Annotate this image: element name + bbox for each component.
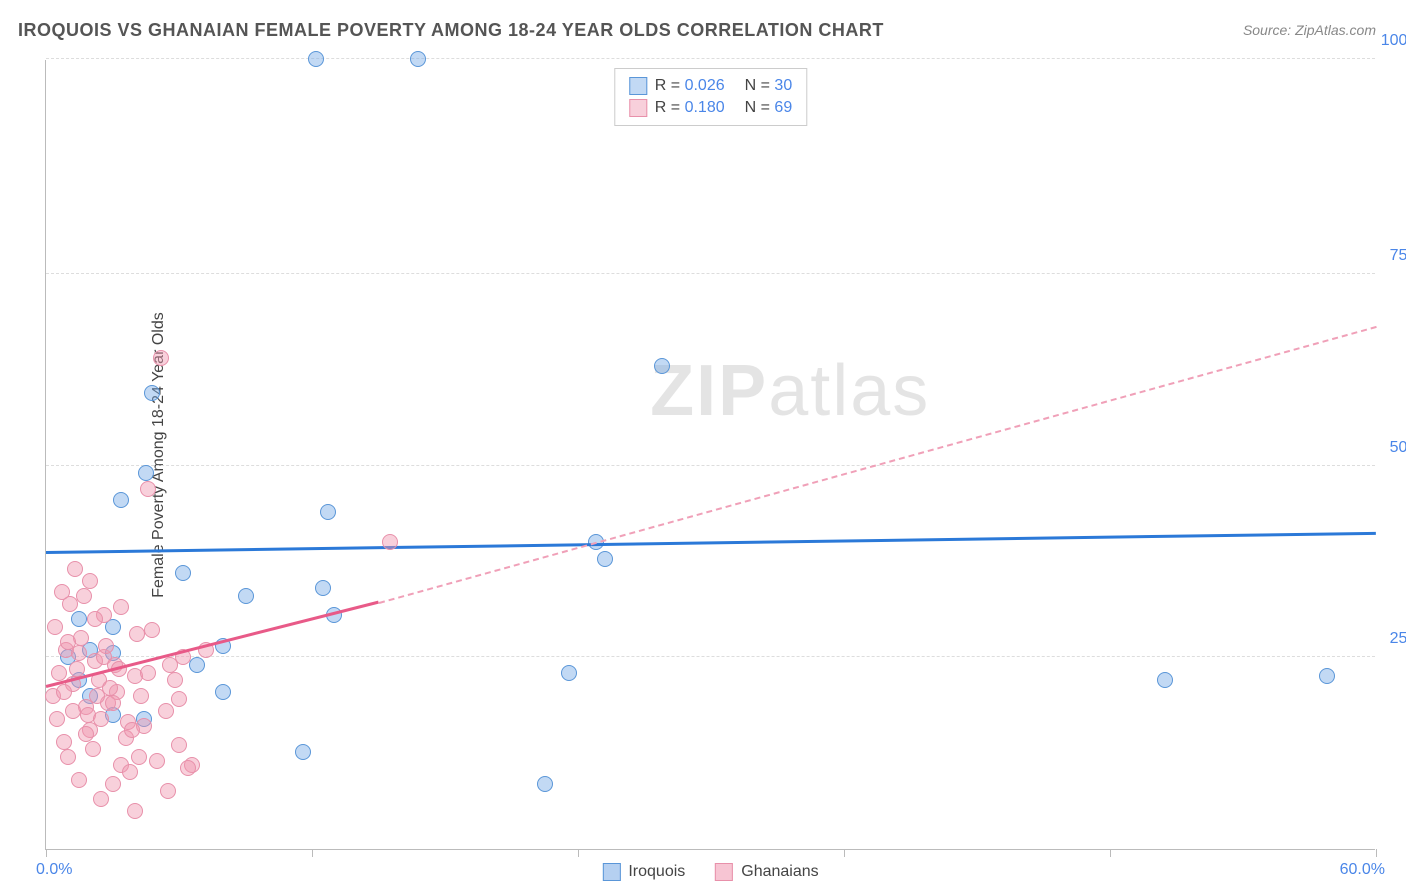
data-point xyxy=(149,753,165,769)
data-point xyxy=(105,776,121,792)
legend-stats-row-iroquois: R = 0.026 N = 30 xyxy=(629,75,792,97)
data-point xyxy=(238,588,254,604)
data-point xyxy=(60,749,76,765)
data-point xyxy=(160,783,176,799)
y-tick-label: 75.0% xyxy=(1390,247,1406,265)
data-point xyxy=(308,51,324,67)
data-point xyxy=(49,711,65,727)
legend-stats-row-ghanaians: R = 0.180 N = 69 xyxy=(629,97,792,119)
legend-series: Iroquois Ghanaians xyxy=(602,863,818,881)
data-point xyxy=(93,711,109,727)
legend-stats: R = 0.026 N = 30 R = 0.180 N = 69 xyxy=(614,68,807,126)
data-point xyxy=(144,622,160,638)
watermark: ZIPatlas xyxy=(650,350,930,432)
data-point xyxy=(140,665,156,681)
data-point xyxy=(133,688,149,704)
data-point xyxy=(320,504,336,520)
data-point xyxy=(295,744,311,760)
legend-label-iroquois: Iroquois xyxy=(628,863,685,881)
x-tick xyxy=(312,849,313,857)
r-value-ghanaians: 0.180 xyxy=(685,99,725,116)
data-point xyxy=(654,358,670,374)
data-point xyxy=(175,565,191,581)
legend-swatch-ghanaians xyxy=(715,863,733,881)
data-point xyxy=(315,580,331,596)
y-tick-label: 25.0% xyxy=(1390,630,1406,648)
data-point xyxy=(167,672,183,688)
data-point xyxy=(54,584,70,600)
legend-label-ghanaians: Ghanaians xyxy=(741,863,818,881)
data-point xyxy=(153,350,169,366)
data-point xyxy=(82,573,98,589)
data-point xyxy=(597,551,613,567)
x-tick xyxy=(46,849,47,857)
gridline xyxy=(46,58,1375,59)
data-point xyxy=(67,561,83,577)
legend-swatch-iroquois xyxy=(629,77,647,95)
data-point xyxy=(47,619,63,635)
data-point xyxy=(382,534,398,550)
data-point xyxy=(56,684,72,700)
n-value-ghanaians: 69 xyxy=(774,99,792,116)
data-point xyxy=(537,776,553,792)
data-point xyxy=(105,695,121,711)
legend-swatch-iroquois xyxy=(602,863,620,881)
r-value-iroquois: 0.026 xyxy=(685,77,725,94)
data-point xyxy=(129,626,145,642)
data-point xyxy=(51,665,67,681)
n-value-iroquois: 30 xyxy=(774,77,792,94)
x-tick xyxy=(1110,849,1111,857)
data-point xyxy=(140,481,156,497)
data-point xyxy=(87,611,103,627)
x-tick xyxy=(578,849,579,857)
data-point xyxy=(158,703,174,719)
data-point xyxy=(122,764,138,780)
data-point xyxy=(76,588,92,604)
legend-item-iroquois: Iroquois xyxy=(602,863,685,881)
gridline xyxy=(46,273,1375,274)
data-point xyxy=(98,638,114,654)
data-point xyxy=(215,684,231,700)
x-tick-label: 0.0% xyxy=(36,861,72,879)
chart-title: IROQUOIS VS GHANAIAN FEMALE POVERTY AMON… xyxy=(18,20,884,41)
source-label: Source: ZipAtlas.com xyxy=(1243,22,1376,38)
x-tick xyxy=(1376,849,1377,857)
data-point xyxy=(127,803,143,819)
data-point xyxy=(410,51,426,67)
data-point xyxy=(93,791,109,807)
data-point xyxy=(561,665,577,681)
data-point xyxy=(1319,668,1335,684)
data-point xyxy=(85,741,101,757)
x-tick xyxy=(844,849,845,857)
data-point xyxy=(71,772,87,788)
y-tick-label: 100.0% xyxy=(1381,32,1406,50)
data-point xyxy=(113,492,129,508)
data-point xyxy=(71,611,87,627)
data-point xyxy=(171,737,187,753)
data-point xyxy=(144,385,160,401)
y-tick-label: 50.0% xyxy=(1390,439,1406,457)
legend-swatch-ghanaians xyxy=(629,99,647,117)
data-point xyxy=(89,688,105,704)
data-point xyxy=(65,703,81,719)
data-point xyxy=(69,661,85,677)
data-point xyxy=(1157,672,1173,688)
trend-line xyxy=(46,532,1376,554)
gridline xyxy=(46,656,1375,657)
x-tick-label: 60.0% xyxy=(1340,861,1385,879)
data-point xyxy=(171,691,187,707)
data-point xyxy=(131,749,147,765)
data-point xyxy=(124,722,140,738)
data-point xyxy=(56,734,72,750)
data-point xyxy=(71,645,87,661)
data-point xyxy=(78,726,94,742)
legend-item-ghanaians: Ghanaians xyxy=(715,863,818,881)
data-point xyxy=(138,465,154,481)
gridline xyxy=(46,465,1375,466)
chart-plot-area: Female Poverty Among 18-24 Year Olds ZIP… xyxy=(45,60,1375,850)
data-point xyxy=(113,599,129,615)
data-point xyxy=(180,760,196,776)
